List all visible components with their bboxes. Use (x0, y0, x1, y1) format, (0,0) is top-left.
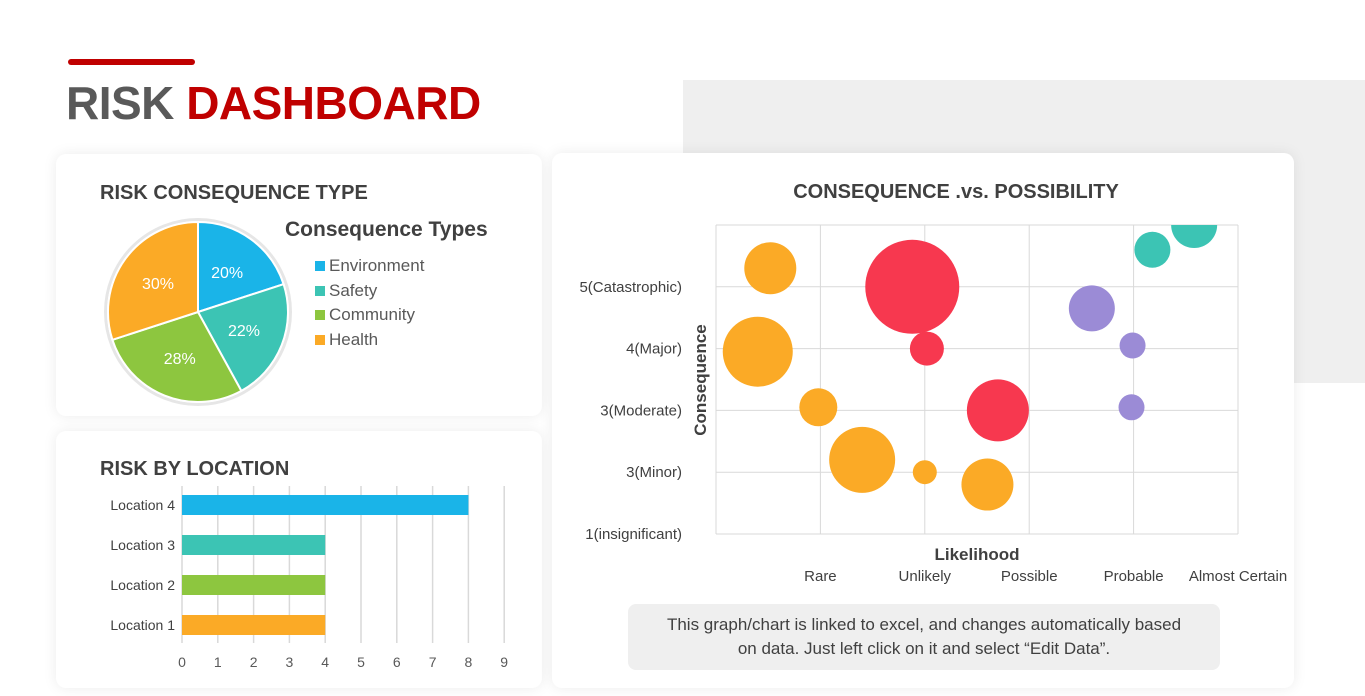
bubble-card-title: CONSEQUENCE .vs. POSSIBILITY (793, 181, 1119, 203)
legend-item-health: Health (315, 328, 424, 353)
bar-x-tick-5: 5 (357, 654, 365, 670)
bubble-point-1[interactable] (744, 242, 797, 295)
bubble-y-tick-3-minor: 3(Minor) (626, 464, 682, 481)
bar-x-tick-4: 4 (321, 654, 329, 670)
bubble-y-axis-label: Consequence (691, 324, 710, 435)
bar-x-tick-1: 1 (214, 654, 222, 670)
legend-swatch-environment (315, 261, 325, 272)
bubble-point-3[interactable] (799, 388, 838, 427)
pie-label-community: 28% (164, 351, 196, 368)
legend-item-environment: Environment (315, 254, 424, 279)
bubble-point-12[interactable] (1118, 394, 1145, 421)
bubble-point-7[interactable] (865, 239, 960, 334)
bar-x-tick-0: 0 (178, 654, 186, 670)
bar-x-tick-6: 6 (393, 654, 401, 670)
legend-item-community: Community (315, 303, 424, 328)
bar-chart[interactable]: 0 1 2 3 4 5 6 7 8 9 Location 4 Location 3 Location 2… (56, 431, 542, 688)
note-text: This graph/chart is linked to excel, and… (666, 615, 1182, 658)
bubble-x-tick-rare: Rare (804, 568, 837, 585)
pie-slice-safety[interactable] (196, 282, 289, 393)
pie-slice-community[interactable] (111, 310, 243, 403)
legend-label-community: Community (329, 305, 415, 325)
bubble-point-11[interactable] (1119, 332, 1146, 359)
legend-label-health: Health (329, 329, 379, 349)
pie-legend-title: Consequence Types (285, 218, 488, 241)
pie-label-health: 30% (142, 276, 174, 293)
bubble-y-tick-5-catastrophic: 5(Catastrophic) (579, 279, 682, 296)
bubble-y-tick-3-moderate: 3(Moderate) (600, 402, 682, 419)
bubble-x-tick-probable: Probable (1104, 568, 1164, 585)
excel-link-note: This graph/chart is linked to excel, and… (628, 604, 1220, 670)
bubble-point-5[interactable] (912, 460, 937, 485)
legend-swatch-safety (315, 285, 325, 296)
bubble-point-9[interactable] (966, 379, 1029, 442)
risk-location-card: RISK BY LOCATION 0 1 2 3 4 5 6 7 8 9 Location 4 Loc… (56, 431, 542, 688)
pie-slice-health[interactable] (107, 220, 199, 342)
bubble-plot-area (722, 202, 1218, 511)
bubble-x-tick-almost-certain: Almost Certain (1189, 568, 1287, 585)
title-accent-line (68, 59, 195, 65)
bubble-point-13[interactable] (1134, 231, 1171, 268)
legend-label-environment: Environment (329, 256, 425, 276)
legend-swatch-health (315, 334, 325, 345)
bar-location-3[interactable] (182, 535, 326, 555)
page-title-part1: RISK (66, 77, 174, 129)
pie-slice-environment[interactable] (197, 220, 285, 314)
pie-chart[interactable]: 20% 22% 28% 30% (56, 154, 542, 416)
bubble-y-tick-4-major: 4(Major) (626, 341, 682, 358)
bar-card-title: RISK BY LOCATION (100, 458, 290, 480)
bar-x-tick-2: 2 (250, 654, 258, 670)
bubble-point-10[interactable] (1068, 285, 1115, 332)
bar-location-4[interactable] (182, 495, 469, 515)
bubble-y-tick-1-insignificant: 1(insignificant) (585, 526, 682, 543)
page-title: RISK DASHBOARD (66, 75, 481, 131)
risk-consequence-card: RISK CONSEQUENCE TYPE 20% 22% 28% 30% Conse… (56, 154, 542, 416)
legend-swatch-community (315, 310, 325, 321)
pie-label-safety: 22% (228, 323, 260, 340)
bar-location-1[interactable] (182, 615, 326, 635)
bar-label-location-2: Location 2 (110, 577, 175, 593)
bar-label-location-4: Location 4 (110, 497, 175, 513)
bubble-x-axis-label: Likelihood (935, 545, 1020, 564)
legend-item-safety: Safety (315, 279, 424, 304)
bubble-point-6[interactable] (961, 458, 1014, 511)
pie-card-title: RISK CONSEQUENCE TYPE (100, 182, 368, 204)
bubble-point-8[interactable] (909, 331, 944, 366)
bar-location-2[interactable] (182, 575, 326, 595)
bubble-point-4[interactable] (829, 426, 896, 493)
legend-label-safety: Safety (329, 280, 378, 300)
pie-label-environment: 20% (211, 265, 243, 282)
bubble-point-2[interactable] (722, 316, 793, 387)
pie-outline (104, 218, 292, 406)
bar-x-tick-3: 3 (286, 654, 294, 670)
consequence-possibility-card: CONSEQUENCE .vs. POSSIBILITY Rare Unlikel… (552, 153, 1294, 688)
pie-legend: Environment Safety Community Health (315, 254, 424, 352)
page-title-part2: DASHBOARD (186, 77, 481, 129)
bar-x-tick-7: 7 (429, 654, 437, 670)
bubble-chart[interactable]: Rare Unlikely Possible Probable Almost Certa… (552, 153, 1294, 688)
bubble-x-tick-possible: Possible (1001, 568, 1058, 585)
bubble-x-tick-unlikely: Unlikely (899, 568, 952, 585)
bar-label-location-3: Location 3 (110, 537, 175, 553)
bar-label-location-1: Location 1 (110, 617, 175, 633)
bar-x-tick-9: 9 (500, 654, 508, 670)
bubble-point-14[interactable] (1171, 202, 1218, 248)
bar-x-tick-8: 8 (465, 654, 473, 670)
